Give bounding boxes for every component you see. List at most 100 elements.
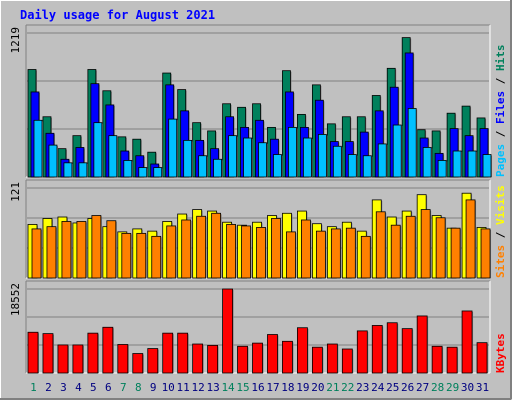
bar-sites-day-28 (435, 217, 446, 279)
bar-pages-day-12 (198, 155, 208, 178)
bar-pages-day-21 (332, 145, 342, 178)
bar-kbytes-day-16 (252, 342, 263, 374)
bar-sites-day-6 (106, 220, 117, 279)
bar-pages-day-22 (347, 154, 357, 178)
x-tick-label: 30 (461, 381, 474, 394)
legend-entry: KBytes (494, 333, 507, 373)
bar-pages-day-24 (377, 143, 387, 178)
bar-kbytes-day-30 (461, 310, 473, 374)
x-tick-label: 10 (162, 381, 175, 394)
bar-pages-day-1 (33, 119, 43, 178)
bar-pages-day-20 (317, 134, 327, 178)
x-tick-label: 6 (105, 381, 112, 394)
legend-entry: Sites (494, 245, 507, 278)
bar-kbytes-day-21 (326, 343, 338, 374)
x-tick-label: 14 (221, 381, 235, 394)
bar-pages-day-29 (452, 150, 462, 178)
bar-sites-day-24 (375, 211, 386, 279)
x-tick-label: 2 (45, 381, 52, 394)
x-tick-label: 20 (311, 381, 324, 394)
bar-pages-day-3 (63, 162, 73, 178)
bar-kbytes-day-22 (341, 348, 353, 374)
x-tick-label: 7 (120, 381, 127, 394)
x-tick-label: 18 (281, 381, 294, 394)
bar-sites-day-20 (315, 230, 326, 279)
legend-kbytes: KBytes (494, 333, 507, 373)
bar-pages-day-5 (93, 122, 103, 178)
bar-sites-day-23 (360, 235, 371, 279)
legend-entry: Hits (494, 45, 507, 72)
x-tick-label: 9 (150, 381, 157, 394)
bar-pages-day-10 (168, 118, 178, 178)
bar-kbytes-day-27 (416, 315, 428, 374)
x-tick-label: 13 (206, 381, 219, 394)
bar-sites-day-1 (31, 228, 42, 279)
panel-max-label: 121 (9, 182, 22, 202)
bar-pages-day-19 (303, 137, 312, 178)
x-tick-label: 25 (386, 381, 399, 394)
bar-kbytes-day-11 (177, 332, 189, 374)
x-tick-label: 16 (251, 381, 264, 394)
bar-sites-day-31 (480, 228, 491, 279)
x-tick-label: 29 (446, 381, 459, 394)
bar-kbytes-day-28 (431, 345, 443, 374)
x-tick-label: 17 (266, 381, 279, 394)
bar-pages-day-16 (258, 142, 267, 178)
bar-sites-day-29 (450, 227, 461, 279)
legend-hits-files-pages: Pages / Files / Hits (494, 45, 507, 178)
bar-sites-day-14 (226, 224, 236, 279)
bar-pages-day-2 (48, 144, 58, 178)
panel-max-label: 18552 (9, 283, 22, 316)
bar-sites-day-4 (76, 221, 87, 279)
x-tick-label: 15 (236, 381, 249, 394)
bar-kbytes-day-10 (162, 332, 174, 374)
bar-sites-day-21 (330, 228, 341, 279)
bar-sites-day-12 (196, 215, 207, 279)
bar-kbytes-day-17 (267, 334, 278, 374)
bar-pages-day-23 (362, 155, 372, 178)
bar-kbytes-day-20 (311, 346, 323, 374)
x-tick-label: 4 (75, 381, 82, 394)
x-tick-label: 19 (296, 381, 309, 394)
x-tick-label: 22 (341, 381, 354, 394)
bar-pages-day-7 (123, 160, 133, 178)
bar-kbytes-day-12 (192, 343, 204, 374)
bar-pages-day-11 (183, 139, 193, 178)
bar-kbytes-day-18 (282, 340, 293, 374)
bar-sites-day-18 (286, 231, 296, 279)
bar-sites-day-7 (121, 232, 132, 279)
bar-kbytes-day-23 (356, 330, 368, 374)
bar-sites-day-5 (91, 215, 102, 279)
bar-pages-day-25 (392, 124, 402, 178)
bar-kbytes-day-26 (401, 328, 413, 374)
bar-pages-day-28 (437, 160, 447, 178)
bar-sites-day-13 (211, 212, 222, 279)
bar-kbytes-day-15 (237, 345, 248, 374)
bar-kbytes-day-5 (87, 332, 99, 374)
bar-pages-day-30 (467, 150, 477, 178)
legend-entry: / (494, 124, 507, 144)
bar-sites-day-27 (420, 209, 431, 279)
bar-pages-day-14 (228, 135, 237, 178)
x-tick-label: 3 (60, 381, 67, 394)
bar-kbytes-day-14 (222, 288, 233, 374)
chart-title: Daily usage for August 2021 (20, 8, 215, 22)
bar-sites-day-15 (241, 225, 251, 279)
x-tick-label: 12 (192, 381, 205, 394)
bar-kbytes-day-25 (386, 322, 398, 374)
x-tick-label: 24 (371, 381, 385, 394)
legend-entry: Visits (494, 185, 507, 225)
x-tick-label: 31 (476, 381, 489, 394)
bar-kbytes-day-13 (207, 344, 219, 374)
bar-pages-day-15 (243, 137, 252, 178)
bar-kbytes-day-3 (57, 344, 69, 374)
bar-pages-day-18 (288, 126, 297, 178)
x-tick-label: 23 (356, 381, 369, 394)
bar-sites-day-11 (181, 219, 192, 279)
bar-sites-day-10 (166, 225, 177, 279)
bar-sites-day-30 (465, 199, 476, 279)
bar-sites-day-3 (61, 221, 72, 279)
bar-sites-day-8 (136, 232, 147, 279)
bar-sites-day-2 (46, 226, 57, 279)
